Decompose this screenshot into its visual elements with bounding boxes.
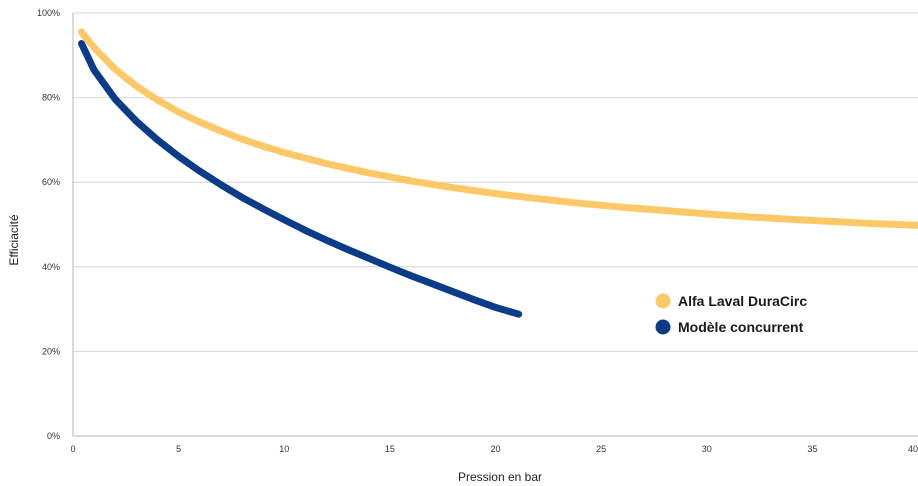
x-tick-labels: 0 5 10 15 20 25 30 35 40 xyxy=(70,444,918,454)
legend-label: Modèle concurrent xyxy=(678,319,804,335)
y-tick-label: 100% xyxy=(37,8,60,18)
x-tick-label: 15 xyxy=(385,444,395,454)
y-tick-label: 40% xyxy=(42,262,60,272)
legend-label: Alfa Laval DuraCirc xyxy=(678,293,807,309)
legend-marker xyxy=(655,319,671,335)
x-tick-label: 35 xyxy=(807,444,817,454)
y-tick-labels: 0% 20% 40% 60% 80% 100% xyxy=(37,8,60,441)
series-lines xyxy=(78,28,918,318)
x-tick-label: 10 xyxy=(279,444,289,454)
y-tick-label: 0% xyxy=(47,431,60,441)
y-axis-title: Efficiacité xyxy=(7,214,21,265)
y-tick-label: 60% xyxy=(42,177,60,187)
series-line-2 xyxy=(78,40,523,318)
x-tick-label: 25 xyxy=(596,444,606,454)
legend-marker xyxy=(655,293,671,309)
x-tick-label: 40 xyxy=(908,444,918,454)
series-line-1 xyxy=(78,28,918,229)
y-tick-label: 20% xyxy=(42,346,60,356)
x-tick-label: 0 xyxy=(70,444,75,454)
legend: Alfa Laval DuraCirc Modèle concurrent xyxy=(655,293,807,335)
x-tick-label: 20 xyxy=(490,444,500,454)
y-tick-label: 80% xyxy=(42,93,60,103)
x-tick-label: 30 xyxy=(702,444,712,454)
x-axis-title: Pression en bar xyxy=(458,470,542,484)
x-tick-label: 5 xyxy=(176,444,181,454)
